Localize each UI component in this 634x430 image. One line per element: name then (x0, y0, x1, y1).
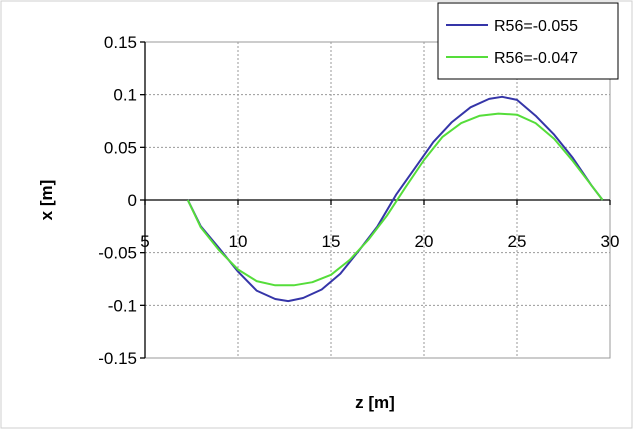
x-tick-label: 15 (322, 232, 341, 251)
series-line-2 (186, 112, 604, 287)
x-tick-label: 5 (140, 232, 149, 251)
y-tick-label: 0.1 (113, 86, 137, 105)
y-tick-label: 0.05 (104, 138, 137, 157)
y-tick-label: 0 (128, 191, 137, 210)
x-tick-label: 30 (601, 232, 620, 251)
legend-box (437, 2, 619, 80)
y-tick-label: -0.1 (108, 296, 137, 315)
y-tick-label: 0.15 (104, 33, 137, 52)
x-tick-label: 20 (415, 232, 434, 251)
x-tick-label: 10 (229, 232, 248, 251)
x-tick-label: 25 (508, 232, 527, 251)
legend-label: R56=-0.055 (494, 18, 578, 35)
y-tick-label: -0.15 (98, 349, 137, 368)
legend-label: R56=-0.047 (494, 50, 578, 67)
x-axis-title: z [m] (355, 393, 395, 412)
series-line-1 (186, 95, 604, 303)
y-axis-title: x [m] (37, 180, 56, 221)
y-tick-label: -0.05 (98, 244, 137, 263)
